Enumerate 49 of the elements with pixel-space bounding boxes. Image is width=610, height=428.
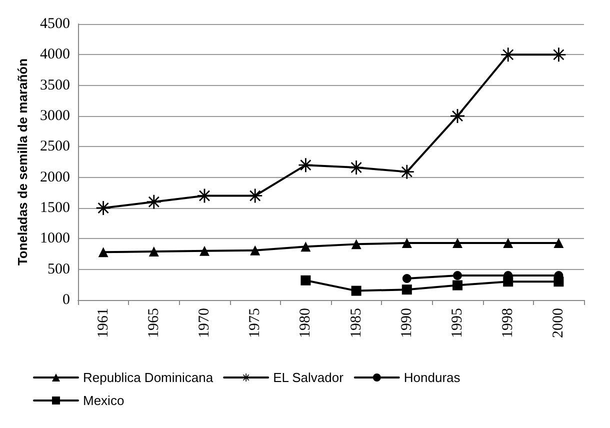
point (452, 280, 462, 290)
point (146, 194, 161, 209)
point (98, 247, 108, 258)
point (351, 239, 362, 250)
point (298, 158, 313, 172)
point (400, 164, 414, 179)
point (402, 284, 412, 295)
y-tick-label: 4000 (40, 46, 70, 63)
y-tick-label: 3000 (40, 108, 70, 124)
x-tick-label: 1995 (450, 308, 466, 338)
point (554, 276, 564, 287)
y-tick-label: 2500 (40, 138, 70, 155)
x-tick-label: 2000 (550, 308, 567, 338)
x-tick-label: 1985 (348, 308, 364, 338)
y-tick-label: 4500 (40, 16, 70, 32)
point (552, 48, 566, 62)
y-axis-title: Toneladas de semilla de marañón (15, 58, 30, 266)
point (250, 245, 260, 256)
legend-label: Mexico (83, 393, 124, 408)
x-tick-label: 1998 (500, 308, 516, 338)
point (351, 286, 362, 296)
y-tick-label: 1500 (40, 200, 70, 216)
point (453, 270, 462, 280)
point (402, 274, 412, 284)
point (248, 188, 262, 203)
y-tick-label: 3500 (40, 77, 70, 94)
point (200, 246, 210, 256)
y-tick-label: 500 (48, 261, 70, 278)
y-tick-label: 1000 (40, 230, 70, 247)
y-tick-label: 0 (62, 292, 70, 308)
x-tick-label: 1980 (298, 308, 314, 338)
point (501, 48, 516, 62)
x-tick-label: 1965 (146, 308, 162, 338)
point (300, 242, 311, 252)
point (503, 238, 514, 248)
point (148, 246, 159, 257)
point (452, 238, 462, 248)
x-tick-label: 1970 (196, 308, 212, 338)
x-tick-label: 1975 (247, 308, 264, 338)
legend-label: Republica Dominicana (83, 370, 214, 385)
legend-label: Honduras (404, 370, 461, 385)
legend-label: EL Salvador (273, 370, 344, 385)
y-tick-label: 2000 (40, 169, 70, 186)
point (503, 276, 514, 287)
point (554, 238, 564, 248)
point (402, 238, 412, 248)
x-tick-label: 1990 (398, 308, 415, 338)
point (300, 275, 311, 286)
x-tick-label: 1961 (95, 308, 112, 338)
